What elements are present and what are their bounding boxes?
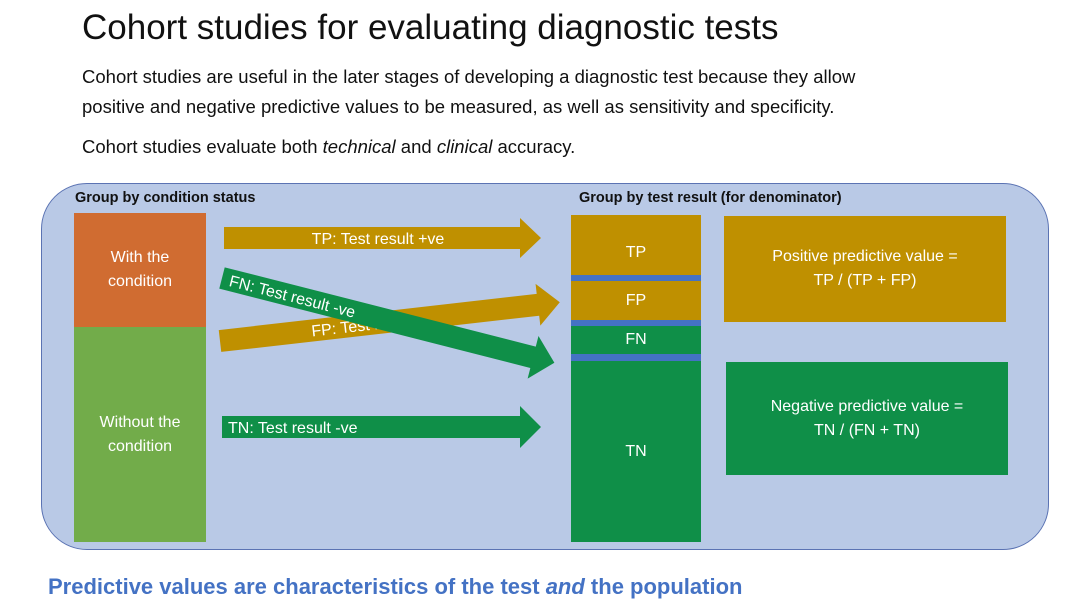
ppv-box: Positive predictive value = TP / (TP + F… [724, 216, 1006, 322]
fp-result-box: FP [571, 281, 701, 320]
tp-arrow: TP: Test result +ve [224, 218, 541, 258]
without-condition-line-1: Without the [99, 413, 181, 431]
with-condition-line-1: With the [110, 249, 170, 266]
footer-suffix: the population [584, 574, 743, 599]
slide-title: Cohort studies for evaluating diagnostic… [82, 8, 779, 47]
intro-line-1: Cohort studies are useful in the later s… [82, 66, 856, 87]
accuracy-suffix: accuracy. [492, 136, 576, 157]
footer-statement: Predictive values are characteristics of… [48, 574, 742, 600]
fn-arrow: FN: Test result -ve [219, 267, 555, 379]
footer-and: and [545, 574, 585, 599]
left-group-header: Group by condition status [75, 190, 256, 206]
fp-result-label: FP [625, 291, 647, 309]
footer-prefix: Predictive values are characteristics of… [48, 574, 546, 599]
accuracy-paragraph: Cohort studies evaluate both technical a… [82, 132, 575, 162]
tn-arrow-label: TN: Test result -ve [228, 420, 358, 437]
separator-2 [571, 320, 701, 326]
accuracy-and: and [395, 136, 437, 157]
clinical-word: clinical [436, 136, 493, 157]
separator-3 [571, 354, 701, 361]
tn-result-box: TN [571, 361, 701, 542]
npv-box: Negative predictive value = TN / (FN + T… [726, 362, 1008, 475]
fn-result-box: FN [571, 326, 701, 354]
tp-arrow-label: TP: Test result +ve [312, 231, 445, 248]
intro-paragraph: Cohort studies are useful in the later s… [82, 62, 855, 122]
intro-line-2: positive and negative predictive values … [82, 96, 835, 117]
technical-word: technical [322, 136, 396, 157]
ppv-line-2: TP / (TP + FP) [813, 272, 917, 289]
fn-result-label: FN [625, 331, 647, 348]
tp-result-label: TP [625, 244, 647, 261]
ppv-line-1: Positive predictive value = [772, 248, 958, 265]
accuracy-prefix: Cohort studies evaluate both [82, 136, 323, 157]
without-condition-box: Without the condition [74, 327, 206, 542]
tp-result-box: TP [571, 215, 701, 275]
without-condition-line-2: condition [107, 437, 173, 455]
npv-line-1: Negative predictive value = [770, 397, 964, 415]
right-group-header: Group by test result (for denominator) [579, 190, 842, 206]
tn-result-label: TN [625, 442, 647, 460]
npv-line-2: TN / (FN + TN) [814, 421, 920, 439]
with-condition-line-2: condition [107, 273, 173, 290]
separator-1 [571, 275, 701, 281]
tn-arrow: TN: Test result -ve [222, 406, 541, 448]
with-condition-box: With the condition [74, 213, 206, 327]
